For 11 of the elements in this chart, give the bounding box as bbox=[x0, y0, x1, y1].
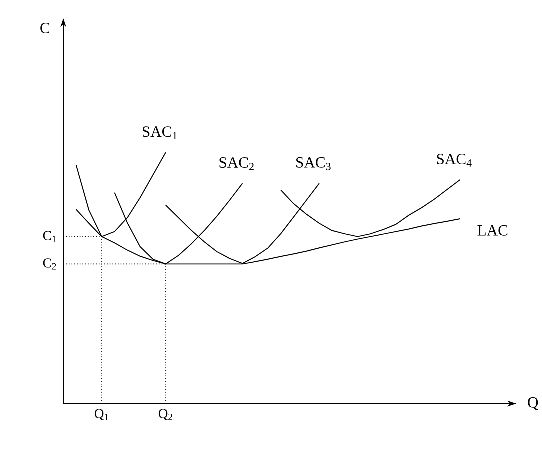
ref-line-label: C$_{1}$ bbox=[43, 231, 56, 242]
series-label: SAC$_{1}$ bbox=[142, 126, 178, 140]
x-tick-label: Q$_{1}$ bbox=[94, 409, 108, 421]
series-label: LAC bbox=[478, 226, 508, 236]
series-label: SAC$_{3}$ bbox=[296, 158, 331, 170]
ref-line-label: C$_{2}$ bbox=[43, 258, 56, 270]
text: C bbox=[40, 23, 50, 34]
x-tick-label: Q$_{2}$ bbox=[158, 409, 172, 421]
series-label: SAC$_{2}$ bbox=[220, 158, 254, 170]
series-label: SAC$_{4}$ bbox=[437, 154, 472, 167]
x-axis-title: Q bbox=[528, 397, 538, 410]
